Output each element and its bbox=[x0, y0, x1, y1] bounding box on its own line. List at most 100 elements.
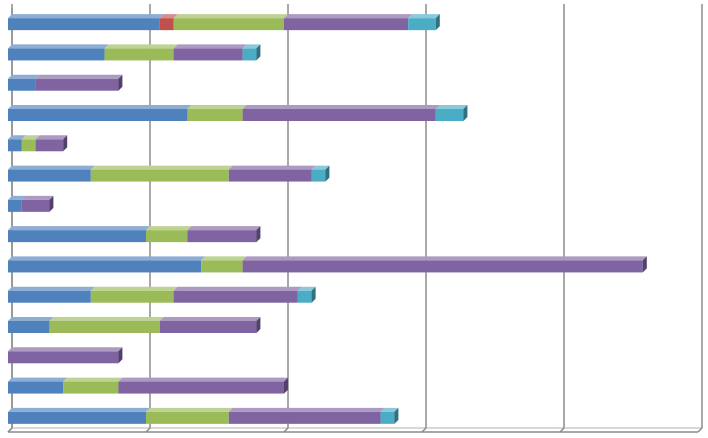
bar-segment bbox=[228, 169, 312, 182]
bar-segment-top bbox=[21, 195, 54, 200]
bar-segment-top bbox=[8, 286, 95, 291]
bar-segment bbox=[8, 351, 119, 364]
bar-segment bbox=[242, 48, 257, 61]
bar-segment-top bbox=[242, 256, 647, 261]
bar-segment bbox=[35, 139, 64, 152]
bar-segment bbox=[297, 290, 312, 303]
bar-segment-top bbox=[408, 14, 440, 19]
bar-segment bbox=[8, 230, 146, 243]
bar-segment bbox=[90, 169, 229, 182]
bar-segment bbox=[284, 18, 409, 31]
gridline-floor bbox=[145, 427, 151, 433]
bar-segment-top bbox=[159, 317, 261, 321]
bar-segment-top bbox=[8, 44, 109, 49]
bars bbox=[8, 14, 647, 424]
bar-segment-top bbox=[187, 105, 247, 109]
bar-segment bbox=[242, 109, 436, 121]
bar-segment bbox=[49, 321, 160, 333]
bar-segment-top bbox=[8, 377, 68, 382]
bar-segment bbox=[8, 411, 146, 424]
bar-segment bbox=[35, 78, 119, 91]
bar-segment-end bbox=[63, 135, 68, 152]
bar-segment bbox=[173, 290, 298, 303]
bar-segment-end bbox=[256, 44, 261, 61]
gridline-floor bbox=[7, 427, 13, 433]
bar-segment bbox=[8, 290, 91, 303]
bar-segment bbox=[380, 411, 395, 424]
bar-segment bbox=[8, 199, 22, 212]
bar-segment-top bbox=[173, 14, 288, 19]
bar-segment bbox=[159, 18, 174, 31]
bar-segment-end bbox=[463, 105, 468, 121]
bar-segment-top bbox=[284, 14, 413, 19]
bar-segment-top bbox=[8, 256, 206, 261]
gridline-floor bbox=[697, 427, 703, 433]
bar-segment-top bbox=[90, 286, 178, 291]
bar-segment bbox=[187, 109, 243, 121]
bar-segment bbox=[21, 139, 36, 152]
bar-segment-top bbox=[8, 317, 54, 321]
bar-segment bbox=[173, 48, 243, 61]
bar-segment bbox=[228, 411, 381, 424]
bar-segment-top bbox=[118, 377, 289, 382]
bar-segment-end bbox=[394, 407, 399, 424]
bar-segment bbox=[408, 18, 436, 31]
bar-segment-top bbox=[90, 165, 233, 170]
bar-segment-top bbox=[8, 135, 26, 140]
bar-segment bbox=[8, 139, 22, 152]
bar-segment-top bbox=[242, 105, 440, 109]
bar-segment-top bbox=[8, 226, 150, 231]
bar-segment-top bbox=[8, 74, 40, 79]
bar-segment-top bbox=[8, 105, 192, 109]
bar-segment-top bbox=[380, 407, 399, 412]
bar-segment bbox=[146, 411, 229, 424]
bar-segment bbox=[104, 48, 174, 61]
bar-segment-top bbox=[8, 195, 26, 200]
bar-segment-top bbox=[297, 286, 316, 291]
bar-segment bbox=[21, 199, 50, 212]
bar-segment-end bbox=[642, 256, 647, 273]
bar-segment bbox=[8, 78, 36, 91]
bar-segment-top bbox=[35, 74, 123, 79]
bar-segment bbox=[8, 321, 50, 333]
bar-segment-end bbox=[118, 347, 123, 364]
bar-segment-end bbox=[311, 286, 316, 303]
bar-segment bbox=[311, 169, 326, 182]
bar-segment-top bbox=[8, 347, 123, 352]
bar-segment-top bbox=[187, 226, 261, 231]
bar-segment bbox=[173, 18, 284, 31]
bar-segment bbox=[8, 381, 64, 394]
gridline-floor bbox=[283, 427, 289, 433]
bar-segment-end bbox=[118, 74, 123, 91]
bar-segment-top bbox=[228, 165, 316, 170]
bar-segment-top bbox=[146, 407, 233, 412]
bar-segment-end bbox=[284, 377, 288, 394]
bar-segment-top bbox=[173, 286, 302, 291]
bar-segment-end bbox=[49, 195, 54, 212]
bar-segment bbox=[90, 290, 174, 303]
bar-segment-top bbox=[201, 256, 247, 261]
bar-segment-top bbox=[242, 44, 261, 49]
bar-segment bbox=[118, 381, 285, 394]
bar-segment-top bbox=[173, 44, 247, 49]
bar-segment-top bbox=[311, 165, 330, 170]
grid bbox=[7, 4, 703, 433]
bar-segment-end bbox=[325, 165, 330, 182]
bar-segment-end bbox=[256, 226, 261, 243]
bar-segment-top bbox=[35, 135, 68, 140]
bar-segment bbox=[8, 18, 160, 31]
bar-segment-end bbox=[435, 14, 440, 31]
bar-segment-top bbox=[8, 14, 164, 19]
bar-segment-top bbox=[63, 377, 123, 382]
gridline-floor bbox=[559, 427, 565, 433]
bar-segment-top bbox=[8, 407, 150, 412]
bar-segment bbox=[187, 230, 257, 243]
bar-segment bbox=[8, 109, 188, 121]
bar-segment-end bbox=[256, 317, 261, 333]
bar-segment bbox=[242, 260, 643, 273]
bar-segment-top bbox=[49, 317, 164, 321]
gridline-floor bbox=[421, 427, 427, 433]
bar-segment-top bbox=[21, 135, 40, 140]
bar-segment bbox=[146, 230, 188, 243]
